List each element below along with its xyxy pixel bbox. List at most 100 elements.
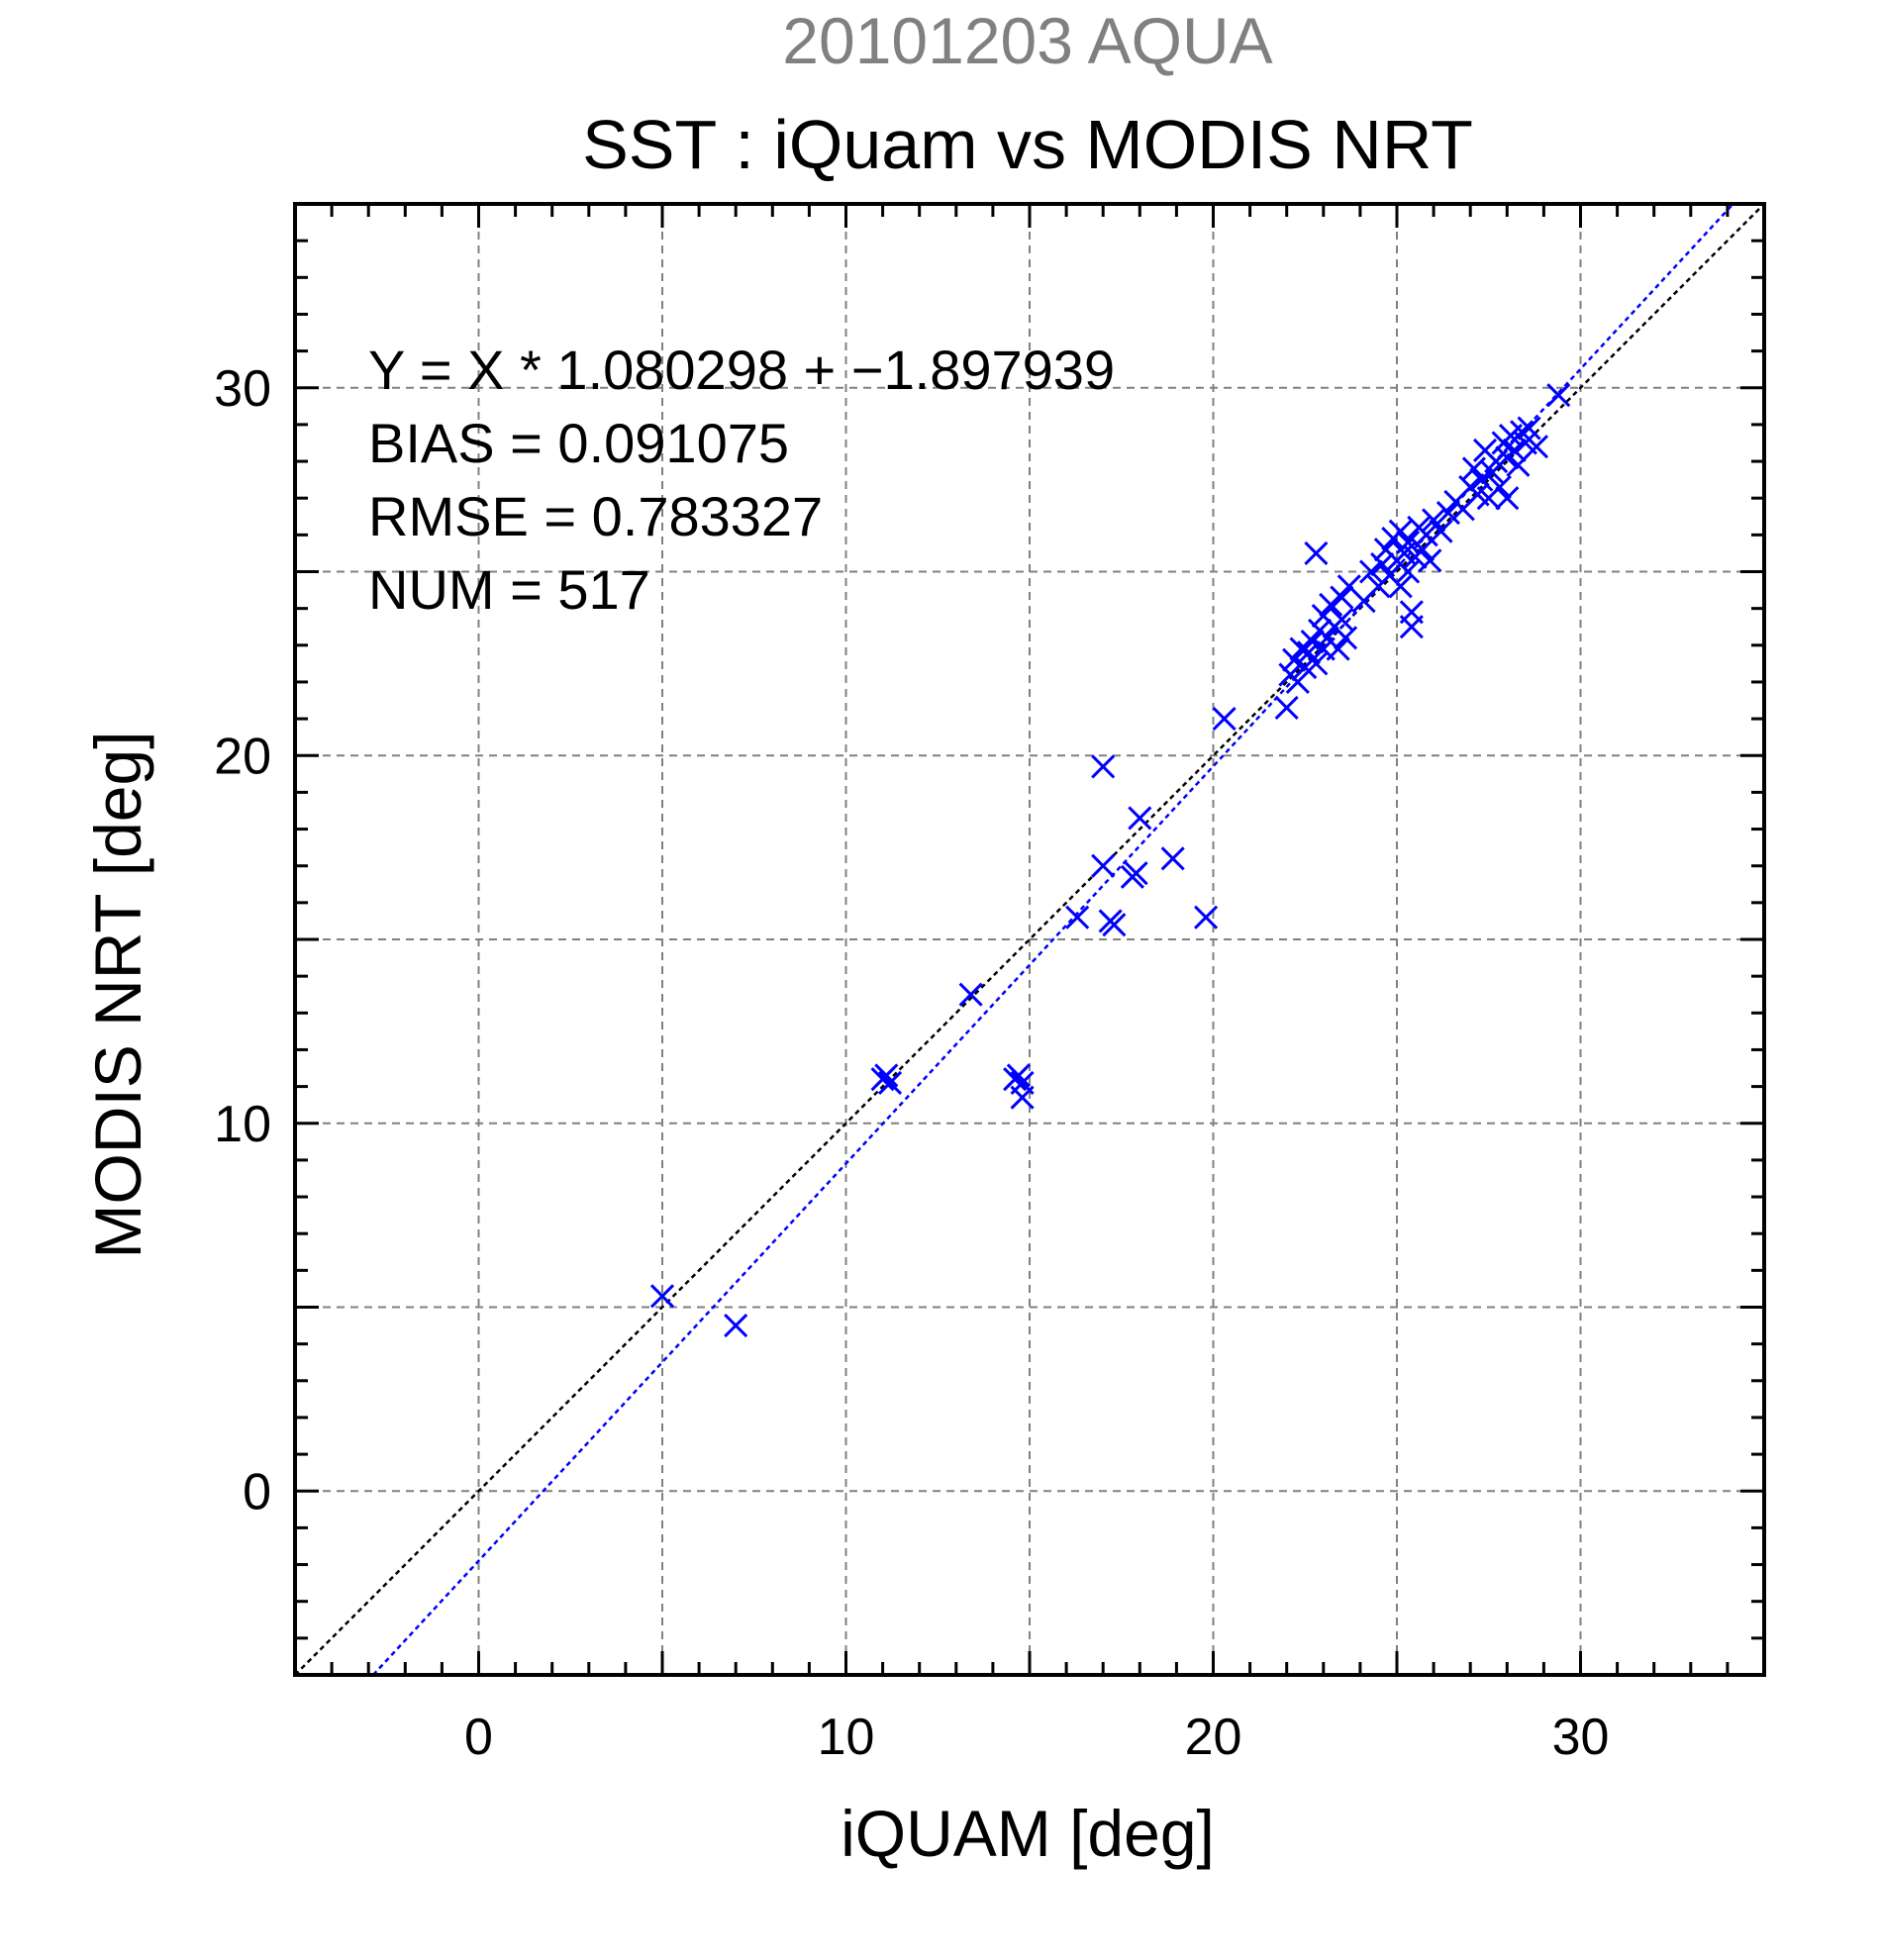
bias-label: BIAS = 0.091075	[368, 412, 789, 474]
data-point-stroke	[1487, 474, 1512, 500]
stats-annotations: Y = X * 1.080298 + −1.897939 BIAS = 0.09…	[368, 339, 1115, 621]
x-tick-label: 30	[1552, 1709, 1610, 1766]
x-tick-label: 0	[464, 1709, 493, 1766]
data-point-stroke	[1326, 637, 1350, 661]
data-point-stroke	[1399, 600, 1424, 625]
data-point-stroke	[877, 1070, 903, 1095]
data-point-stroke	[1128, 806, 1152, 831]
data-point-stroke	[1285, 669, 1310, 695]
data-point-stroke	[1370, 552, 1395, 577]
data-point-stroke	[1124, 861, 1148, 886]
data-point	[1429, 519, 1453, 543]
data-point	[1524, 435, 1549, 459]
data-point-stroke	[1311, 604, 1336, 629]
data-point-stroke	[1546, 383, 1571, 408]
data-point	[1091, 853, 1116, 878]
data-point	[1422, 508, 1446, 533]
data-point	[1330, 585, 1354, 610]
data-point	[1517, 416, 1541, 441]
data-point-stroke	[1336, 574, 1361, 599]
data-point-stroke	[1472, 438, 1498, 462]
data-point	[1065, 905, 1090, 930]
y-tick-label: 30	[214, 360, 271, 418]
data-point-stroke	[1194, 905, 1219, 930]
data-point	[1006, 1063, 1031, 1088]
data-point	[958, 982, 983, 1007]
data-point	[1326, 637, 1350, 661]
data-point-stroke	[1102, 913, 1127, 937]
data-point-stroke	[1388, 519, 1413, 543]
data-point-stroke	[1506, 452, 1531, 477]
data-point	[1495, 486, 1520, 511]
data-point	[1285, 669, 1310, 695]
data-point	[1358, 559, 1384, 584]
data-point	[1128, 806, 1152, 831]
data-point	[1212, 707, 1237, 732]
data-point-stroke	[958, 982, 983, 1007]
data-point	[1330, 607, 1354, 632]
data-point-stroke	[1300, 630, 1325, 654]
data-point-stroke	[1495, 486, 1520, 511]
data-point	[1274, 695, 1299, 721]
data-point-stroke	[1212, 707, 1237, 732]
x-tick-label: 10	[818, 1709, 875, 1766]
data-point	[1396, 559, 1421, 584]
data-point-stroke	[1377, 563, 1402, 588]
data-point	[1436, 500, 1461, 526]
data-point	[724, 1314, 748, 1338]
data-point-stroke	[1469, 467, 1494, 492]
x-tick-label: 20	[1185, 1709, 1242, 1766]
data-point	[1370, 552, 1395, 577]
data-point	[1160, 846, 1185, 871]
data-point-stroke	[1358, 559, 1384, 584]
data-point-stroke	[1510, 420, 1534, 444]
data-point	[1304, 651, 1329, 676]
tick-marks	[293, 202, 1766, 1677]
data-point	[1300, 630, 1325, 654]
data-point	[1487, 474, 1512, 500]
data-point-stroke	[1388, 574, 1413, 599]
tick-labels: 0 10 20 30 0 10 20 30	[214, 360, 1609, 1766]
plot-frame	[293, 202, 1766, 1677]
data-point	[1506, 452, 1531, 477]
chart-title: SST : iQuam vs MODIS NRT	[582, 106, 1473, 183]
y-tick-label: 10	[214, 1096, 271, 1153]
data-point-stroke	[1436, 500, 1461, 526]
data-point-stroke	[1065, 905, 1090, 930]
data-point	[1333, 626, 1358, 650]
data-point-stroke	[1396, 530, 1421, 554]
data-point-stroke	[724, 1314, 748, 1338]
data-point-stroke	[1282, 647, 1307, 672]
data-point	[1414, 523, 1438, 547]
data-point	[649, 1284, 675, 1309]
data-point	[1388, 574, 1413, 599]
data-point	[1282, 647, 1307, 672]
fit-line	[372, 203, 1734, 1676]
data-point	[1091, 754, 1116, 779]
fit-equation: Y = X * 1.080298 + −1.897939	[368, 339, 1115, 401]
data-point-stroke	[1315, 626, 1339, 650]
data-point-stroke	[1304, 651, 1329, 676]
data-point-stroke	[874, 1063, 899, 1088]
data-point-stroke	[1461, 456, 1486, 481]
num-label: NUM = 517	[368, 558, 650, 621]
data-point	[1319, 592, 1343, 617]
data-point	[1396, 530, 1421, 554]
data-point	[877, 1070, 903, 1095]
data-point-stroke	[1289, 637, 1314, 661]
data-point	[1124, 861, 1148, 886]
data-point-stroke	[1091, 853, 1116, 878]
grid-lines	[295, 204, 1764, 1675]
data-point	[1304, 540, 1329, 565]
data-point-stroke	[1410, 538, 1436, 562]
data-point-stroke	[1422, 508, 1446, 533]
data-point-stroke	[1333, 626, 1358, 650]
rmse-label: RMSE = 0.783327	[368, 485, 823, 547]
data-point	[1102, 913, 1127, 937]
data-point	[1010, 1085, 1035, 1110]
data-point-stroke	[1414, 523, 1438, 547]
data-point-stroke	[1513, 431, 1537, 455]
data-point	[1546, 383, 1571, 408]
data-point	[1461, 456, 1486, 481]
